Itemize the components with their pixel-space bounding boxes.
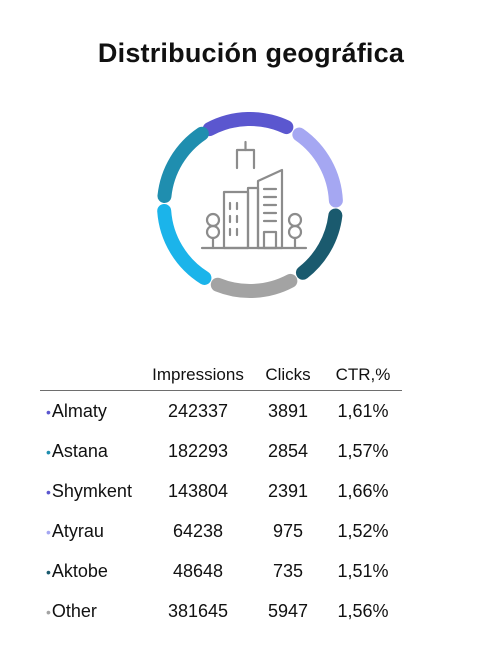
city-cell: •Almaty [40,391,144,432]
clicks-cell: 3891 [267,400,309,421]
table-header-row: Impressions Clicks CTR,% [40,360,402,391]
ctr-cell: 1,52% [337,520,389,541]
clicks-cell: 2391 [267,480,309,501]
table-row: •Other 381645 5947 1,56% [40,591,402,631]
geo-donut-chart [157,112,343,298]
city-name: Shymkent [51,480,132,501]
dot-icon: • [46,563,51,580]
city-buildings-icon [200,140,308,250]
city-cell: •Atyrau [40,511,144,551]
impressions-cell: 381645 [167,600,229,621]
city-cell: •Other [40,591,144,631]
city-cell: •Astana [40,431,144,471]
city-name: Other [51,600,97,621]
ring-segment [202,112,294,137]
city-name: Aktobe [51,560,108,581]
dot-icon: • [46,483,51,500]
header-city [40,360,144,391]
city-name: Astana [51,440,108,461]
ring-segment [157,204,212,285]
header-clicks: Clicks [252,360,324,391]
impressions-cell: 48648 [172,560,224,581]
city-name: Almaty [51,400,107,421]
ring-segment [292,127,343,208]
city-cell: •Shymkent [40,471,144,511]
header-ctr: CTR,% [324,360,402,391]
ring-segment [157,126,209,204]
clicks-cell: 2854 [267,440,309,461]
dot-icon: • [46,523,51,540]
impressions-cell: 242337 [167,400,229,421]
dot-icon: • [46,403,51,420]
geo-table: Impressions Clicks CTR,% •Almaty 242337 38… [40,360,402,631]
clicks-cell: 5947 [267,600,309,621]
city-name: Atyrau [51,520,104,541]
dot-icon: • [46,603,51,620]
impressions-cell: 182293 [167,440,229,461]
table-row: •Aktobe 48648 735 1,51% [40,551,402,591]
table-row: •Almaty 242337 3891 1,61% [40,391,402,432]
city-cell: •Aktobe [40,551,144,591]
impressions-cell: 64238 [172,520,224,541]
clicks-cell: 735 [272,560,304,581]
table-row: •Shymkent 143804 2391 1,66% [40,471,402,511]
ctr-cell: 1,57% [337,440,389,461]
clicks-cell: 975 [272,520,304,541]
ring-segment [295,208,343,280]
ring-segment [210,273,298,298]
ctr-cell: 1,56% [337,600,389,621]
ctr-cell: 1,51% [337,560,389,581]
impressions-cell: 143804 [167,480,229,501]
table-row: •Astana 182293 2854 1,57% [40,431,402,471]
ctr-cell: 1,61% [337,400,389,421]
dot-icon: • [46,443,51,460]
page-title: Distribución geográfica [97,38,405,68]
header-impressions: Impressions [144,360,252,391]
table-row: •Atyrau 64238 975 1,52% [40,511,402,551]
ctr-cell: 1,66% [337,480,389,501]
